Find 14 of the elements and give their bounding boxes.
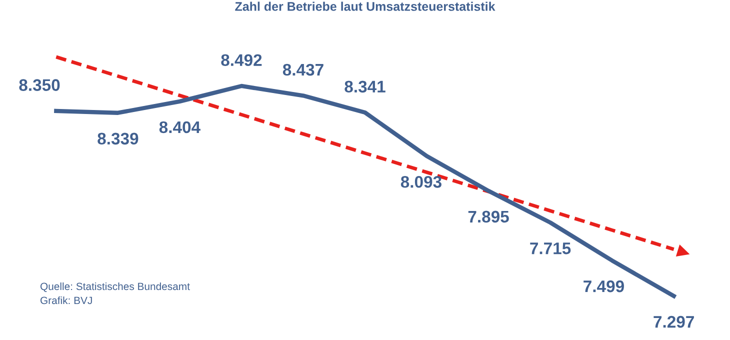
data-label: 8.339 [98,132,138,145]
data-label: 7.715 [530,242,571,254]
data-label: 8.492 [221,54,262,66]
data-label: 8.404 [159,121,200,134]
chart-title: Zahl der Betriebe laut Umsatzsteuerstatistik [235,2,496,11]
data-label: 8.093 [400,176,442,188]
data-label: 7.499 [584,280,624,292]
data-label: 7.895 [468,210,509,223]
data-label: 8.437 [282,64,324,76]
data-label: 7.297 [654,316,694,328]
text: Grafik: BVJ [40,296,92,304]
annotation: Quelle: Statistisches Bundesamt [40,282,190,292]
data-label: 8.350 [19,79,60,91]
data-label: 8.341 [344,80,386,93]
